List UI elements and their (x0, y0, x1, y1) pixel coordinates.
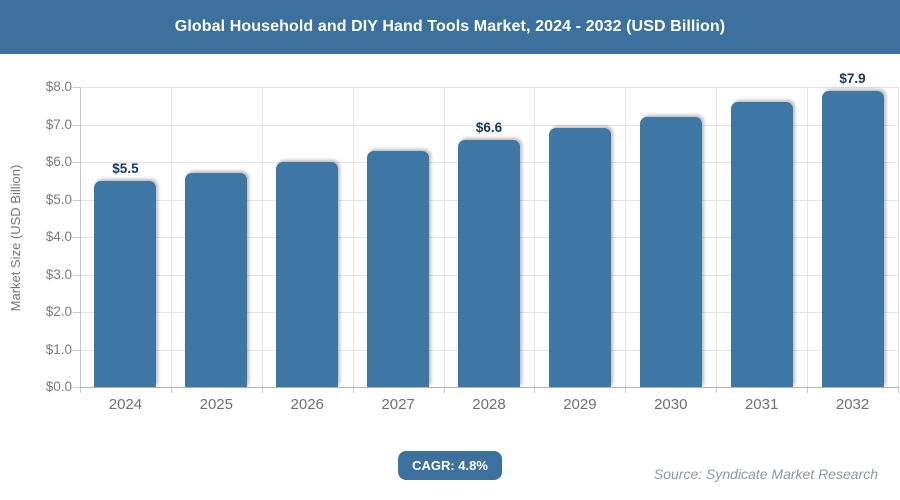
bar-value-label: $7.9 (839, 70, 866, 86)
x-axis-tick (898, 387, 899, 393)
x-tick-label: 2025 (199, 396, 233, 413)
cagr-badge: CAGR: 4.8% (398, 451, 502, 480)
y-tick-label: $2.0 (45, 304, 72, 319)
x-axis-tick (716, 387, 718, 393)
x-axis-line (80, 387, 898, 388)
x-axis-tick (534, 387, 536, 393)
y-axis-tick (73, 274, 80, 276)
source-note: Source: Syndicate Market Research (653, 466, 878, 482)
y-axis-tick (73, 199, 80, 201)
gridline-vertical (170, 87, 172, 387)
x-tick-label: 2027 (381, 396, 415, 413)
x-axis-tick (80, 387, 81, 393)
y-axis-tick (73, 312, 80, 313)
gridline-vertical (261, 87, 263, 387)
y-axis-tick (73, 162, 80, 163)
gridline-vertical (534, 87, 536, 387)
x-axis-tick (625, 387, 627, 393)
gridline-horizontal (80, 87, 898, 88)
bar-2031 (730, 102, 793, 387)
y-axis-tick (73, 87, 80, 88)
bar-2024 (94, 180, 157, 387)
x-axis-tick (807, 387, 809, 393)
y-tick-label: $4.0 (45, 229, 72, 244)
gridline-vertical (625, 87, 627, 387)
x-tick-label: 2030 (654, 396, 688, 413)
bar-2026 (276, 162, 339, 387)
x-axis-tick (170, 387, 172, 393)
x-axis-tick (443, 387, 445, 393)
bar-value-label: $5.5 (112, 160, 139, 176)
chart-title-bar: Global Household and DIY Hand Tools Mark… (0, 0, 900, 54)
bar-2029 (548, 128, 611, 387)
y-tick-label: $6.0 (45, 154, 72, 169)
y-tick-label: $7.0 (45, 116, 72, 132)
y-axis-tick (73, 387, 80, 388)
x-tick-label: 2024 (108, 396, 143, 413)
gridline-vertical (716, 87, 718, 387)
y-tick-label: $3.0 (45, 266, 72, 282)
gridline-vertical (443, 87, 445, 387)
bar-2027 (367, 150, 430, 387)
x-tick-label: 2032 (835, 396, 870, 413)
x-axis-tick (261, 387, 263, 393)
bar-2025 (185, 173, 248, 387)
x-tick-label: 2029 (563, 396, 597, 413)
bar-2030 (639, 117, 702, 387)
bar-2032 (821, 90, 884, 387)
gridline-vertical (898, 87, 899, 387)
x-tick-label: 2026 (290, 396, 324, 413)
y-axis-line (80, 87, 81, 387)
x-tick-label: 2031 (744, 396, 779, 413)
y-tick-label: $5.0 (45, 191, 72, 207)
y-tick-label: $0.0 (45, 379, 72, 394)
gridline-horizontal (80, 124, 898, 126)
bar-value-label: $6.6 (475, 119, 503, 135)
gridline-vertical (352, 87, 354, 387)
x-axis-tick (352, 387, 354, 393)
y-axis-title: Market Size (USD Billion) (8, 164, 23, 312)
y-tick-label: $1.0 (45, 341, 72, 357)
y-axis-tick (73, 237, 80, 238)
y-tick-label: $8.0 (45, 79, 72, 94)
gridline-vertical (807, 87, 809, 387)
chart-title: Global Household and DIY Hand Tools Mark… (174, 18, 726, 35)
y-axis-tick (73, 349, 80, 351)
y-axis-tick (73, 124, 80, 126)
bar-2028 (458, 139, 520, 387)
x-tick-label: 2028 (472, 396, 506, 413)
